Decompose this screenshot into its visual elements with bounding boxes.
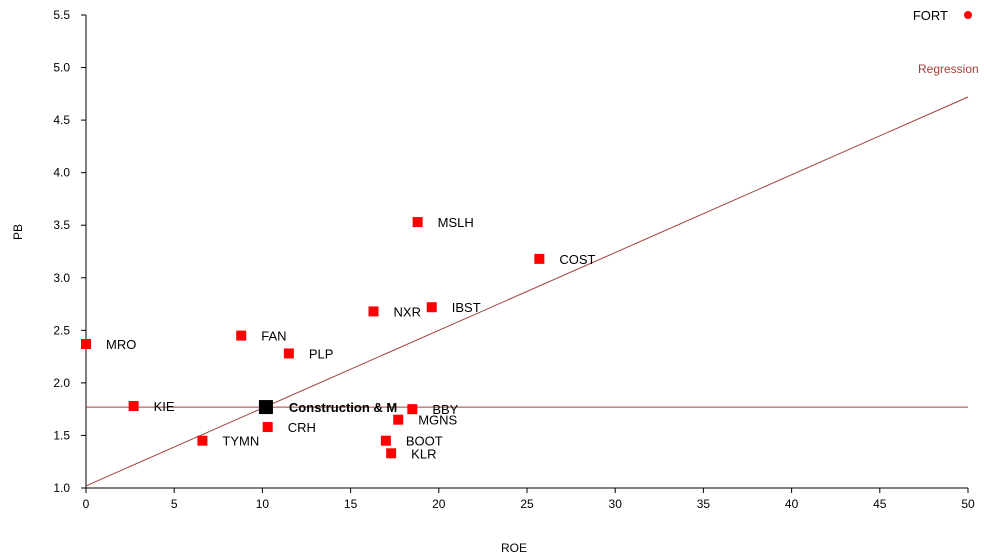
data-point bbox=[964, 11, 972, 19]
data-point bbox=[407, 404, 418, 415]
data-label: TYMN bbox=[222, 434, 259, 449]
data-point bbox=[534, 253, 545, 264]
y-tick-label: 1.0 bbox=[53, 481, 70, 495]
data-label: PLP bbox=[309, 346, 334, 361]
data-points: FORT MSLH COST IBST NXR FAN MRO PLP KIE Construct… bbox=[81, 8, 972, 461]
y-tick-label: 2.5 bbox=[53, 323, 70, 337]
data-point bbox=[412, 217, 423, 228]
x-tick-label: 45 bbox=[873, 497, 887, 511]
y-tick-label: 3.0 bbox=[53, 271, 70, 285]
data-point bbox=[393, 414, 404, 425]
chart-lines: Regression bbox=[85, 62, 979, 487]
x-axis-label: ROE bbox=[501, 541, 527, 555]
data-point bbox=[236, 330, 247, 341]
data-point bbox=[368, 306, 379, 317]
data-point bbox=[380, 435, 391, 446]
y-tick-label: 5.5 bbox=[53, 8, 70, 22]
data-point bbox=[128, 401, 139, 412]
x-tick-label: 25 bbox=[520, 497, 534, 511]
x-tick-label: 20 bbox=[432, 497, 446, 511]
y-tick-label: 4.0 bbox=[53, 166, 70, 180]
data-point bbox=[283, 348, 294, 359]
regression-line bbox=[85, 96, 969, 487]
data-label: MSLH bbox=[438, 215, 474, 230]
x-tick-label: 40 bbox=[785, 497, 799, 511]
x-tick-label: 15 bbox=[344, 497, 358, 511]
data-label: BBY bbox=[432, 402, 458, 417]
data-point bbox=[426, 302, 437, 313]
data-point bbox=[197, 435, 208, 446]
x-tick-label: 50 bbox=[961, 497, 975, 511]
data-label: MGNS bbox=[418, 413, 457, 428]
data-point bbox=[262, 422, 273, 433]
data-label: COST bbox=[559, 252, 595, 267]
data-label: KLR bbox=[411, 446, 436, 461]
data-point bbox=[258, 400, 273, 415]
data-label: NXR bbox=[394, 304, 421, 319]
data-label: FORT bbox=[913, 8, 948, 23]
y-tick-label: 1.5 bbox=[53, 428, 70, 442]
y-tick-label: 5.0 bbox=[53, 61, 70, 75]
x-tick-label: 35 bbox=[697, 497, 711, 511]
data-point bbox=[81, 338, 91, 349]
data-label: MRO bbox=[106, 337, 136, 352]
data-label: KIE bbox=[154, 399, 175, 414]
data-label: CRH bbox=[288, 420, 316, 435]
x-tick-label: 5 bbox=[171, 497, 178, 511]
data-label: IBST bbox=[452, 300, 481, 315]
data-label: FAN bbox=[261, 329, 286, 344]
x-tick-label: 10 bbox=[256, 497, 270, 511]
data-point bbox=[386, 448, 397, 459]
y-tick-label: 4.5 bbox=[53, 113, 70, 127]
axes: 0 5 10 15 20 25 30 35 40 45 50 1.0 1.5 2.0 2.5 3.0 3.5 4.… bbox=[53, 8, 975, 511]
data-label: BOOT bbox=[406, 434, 443, 449]
data-label: Construction & M bbox=[289, 400, 397, 415]
x-tick-label: 30 bbox=[609, 497, 623, 511]
x-tick-label: 0 bbox=[83, 497, 90, 511]
y-tick-label: 3.5 bbox=[53, 218, 70, 232]
regression-label: Regression bbox=[918, 62, 979, 76]
y-axis-label: PB bbox=[11, 224, 25, 240]
y-tick-label: 2.0 bbox=[53, 376, 70, 390]
